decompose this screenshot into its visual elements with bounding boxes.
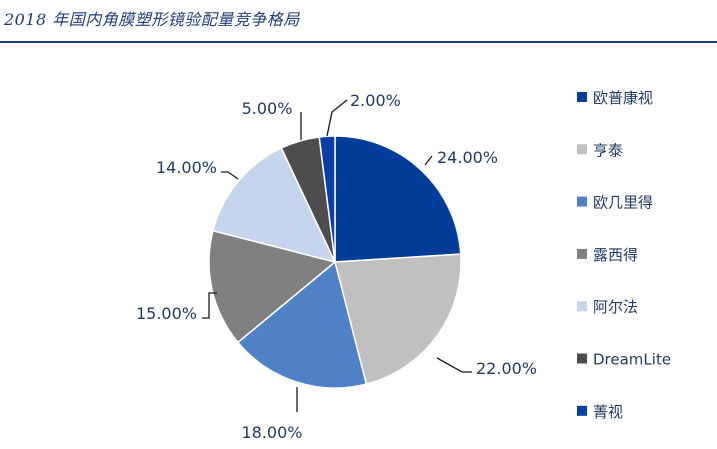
leader-line [221, 171, 239, 180]
legend-label: 露西得 [593, 246, 638, 264]
legend-label: 亨泰 [593, 141, 623, 159]
legend-swatch [577, 196, 587, 207]
leader-line [326, 99, 348, 137]
pie-slice [208, 229, 337, 344]
pie-slices [208, 135, 462, 389]
leader-line [424, 155, 433, 166]
data-label: 14.00% [156, 158, 217, 177]
leader-line [436, 357, 472, 373]
data-label: 15.00% [136, 304, 197, 323]
legend-label: DreamLite [593, 351, 671, 369]
legend-label: 欧几里得 [593, 194, 653, 212]
pie-slice [334, 253, 462, 385]
header-divider [0, 41, 717, 43]
data-labels: 24.00% 22.00% 18.00% 15.00% 14.00% 5.00% 2.00% [136, 91, 537, 442]
leader-lines [202, 99, 472, 412]
data-label: 18.00% [241, 423, 302, 442]
leader-line [202, 292, 217, 319]
pie-slice [334, 135, 462, 263]
legend-swatch [577, 353, 587, 364]
legend-swatch [577, 144, 587, 155]
legend-label: 阿尔法 [593, 298, 638, 316]
legend-swatch [577, 301, 587, 312]
legend-label: 菁视 [593, 403, 623, 421]
pie-slice [236, 260, 368, 389]
data-label: 22.00% [476, 359, 537, 378]
pie-slice [318, 135, 336, 263]
data-label: 5.00% [242, 99, 293, 118]
legend-swatch [577, 92, 587, 102]
legend-label: 欧普康视 [593, 89, 653, 107]
page-title: 2018 年国内角膜塑形镜验配量竞争格局 [4, 10, 300, 29]
legend-swatch [577, 405, 587, 416]
data-label: 24.00% [437, 148, 498, 167]
legend-swatch [577, 248, 587, 259]
pie-slice [212, 146, 337, 264]
data-label: 2.00% [350, 91, 401, 110]
